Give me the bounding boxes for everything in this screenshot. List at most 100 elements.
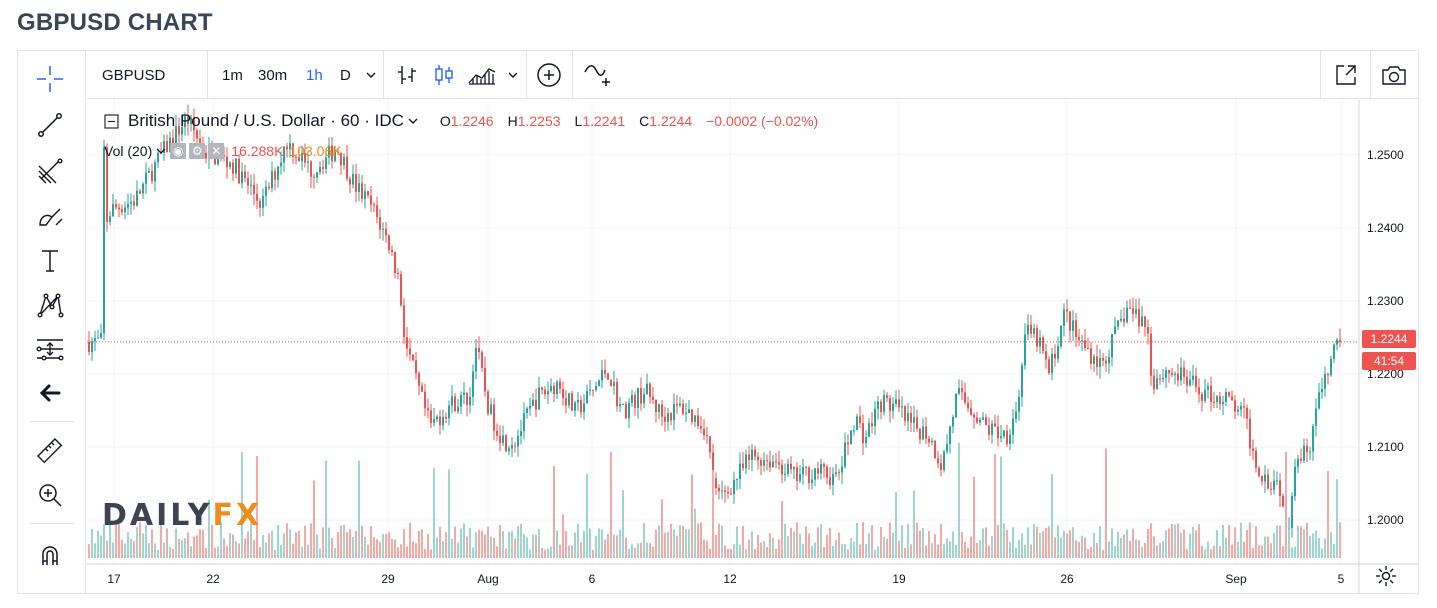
candle-body xyxy=(391,249,393,252)
candle-body xyxy=(298,157,300,162)
candle-body xyxy=(412,354,414,361)
volume-bar xyxy=(1168,528,1170,558)
volume-bar xyxy=(721,525,723,558)
candle-body xyxy=(1300,458,1302,461)
volume-label[interactable]: Vol (20) xyxy=(104,143,153,159)
candle-body xyxy=(1069,311,1071,331)
pattern-icon[interactable] xyxy=(34,289,66,321)
volume-bar xyxy=(442,541,444,558)
collapse-icon[interactable] xyxy=(104,113,119,129)
volume-bar xyxy=(1306,522,1308,558)
visibility-icon[interactable]: ◉ xyxy=(170,143,187,159)
interval-d[interactable]: D xyxy=(340,66,351,84)
back-arrow-icon[interactable] xyxy=(34,377,66,409)
volume-bar xyxy=(532,534,534,558)
volume-bar xyxy=(157,549,159,558)
magnet-icon[interactable] xyxy=(34,539,66,571)
candle-body xyxy=(1012,418,1014,435)
pitchfork-icon[interactable] xyxy=(34,155,66,187)
high-key: H xyxy=(507,113,518,129)
candle-body xyxy=(577,399,579,403)
volume-bar xyxy=(1066,533,1068,558)
symbol-search[interactable]: GBPUSD xyxy=(102,66,166,84)
volume-bar xyxy=(1000,456,1002,558)
volume-bar xyxy=(1078,541,1080,558)
ohlc-values: O1.2246 H1.2253 L1.2241 C1.2244 −0.0002 … xyxy=(440,113,818,129)
candle-body xyxy=(931,440,933,443)
candle-body xyxy=(868,423,870,437)
volume-bar xyxy=(511,530,513,558)
candle-body xyxy=(352,173,354,185)
volume-bar xyxy=(349,528,351,558)
volume-bar xyxy=(1234,527,1236,558)
candle-body xyxy=(1024,334,1026,366)
ruler-icon[interactable] xyxy=(34,435,66,467)
volume-bar xyxy=(1174,524,1176,558)
text-icon[interactable] xyxy=(34,245,66,277)
candle-body xyxy=(1117,320,1119,327)
volume-bar xyxy=(973,476,975,558)
candle-body xyxy=(127,203,129,208)
volume-bar xyxy=(988,545,990,558)
settings-icon[interactable]: ⚙ xyxy=(189,143,206,159)
candle-body xyxy=(691,409,693,422)
chevron-down-icon[interactable] xyxy=(156,147,166,155)
candle-body xyxy=(523,413,525,432)
volume-bar xyxy=(520,523,522,558)
volume-bar xyxy=(277,524,279,558)
volume-bar xyxy=(373,537,375,558)
volume-bar xyxy=(181,540,183,558)
indicators-icon[interactable] xyxy=(467,51,497,99)
volume-bar xyxy=(424,548,426,558)
interval-1h[interactable]: 1h xyxy=(306,66,323,84)
indicator-add-icon[interactable] xyxy=(583,51,613,99)
volume-bar xyxy=(817,527,819,558)
volume-bar xyxy=(352,537,354,558)
chevron-down-icon[interactable] xyxy=(365,51,377,99)
volume-bar xyxy=(1162,541,1164,558)
volume-bar xyxy=(589,528,591,558)
trend-line-icon[interactable] xyxy=(34,109,66,141)
forecast-icon[interactable] xyxy=(34,333,66,365)
candle-body xyxy=(718,488,720,492)
volume-bar xyxy=(925,545,927,558)
series-name[interactable]: British Pound / U.S. Dollar · 60 · IDC xyxy=(128,111,404,130)
bar-style-icon[interactable] xyxy=(395,51,419,99)
candle-body xyxy=(1093,356,1095,364)
candlestick-chart[interactable]: 1.2500 1.2400 1.2300 1.2200 1.2100 1.2000 17 22… xyxy=(87,100,1418,594)
candle-body xyxy=(1204,389,1206,401)
interval-30m[interactable]: 30m xyxy=(258,66,288,84)
candle-body xyxy=(937,458,939,464)
volume-bar xyxy=(1279,525,1281,558)
volume-bar xyxy=(1006,529,1008,558)
volume-bar xyxy=(934,534,936,558)
volume-bar xyxy=(820,524,822,558)
volume-bar xyxy=(598,528,600,558)
volume-bar xyxy=(1228,525,1230,558)
close-icon[interactable]: ✕ xyxy=(208,143,225,159)
candle-body xyxy=(145,172,147,184)
interval-1m[interactable]: 1m xyxy=(222,66,243,84)
volume-bar xyxy=(556,530,558,558)
chevron-down-icon[interactable] xyxy=(408,117,418,125)
candle-body xyxy=(121,209,123,213)
candle-style-icon[interactable] xyxy=(432,51,456,99)
volume-bar xyxy=(802,543,804,558)
camera-icon[interactable] xyxy=(1380,51,1408,99)
volume-bar xyxy=(460,528,462,558)
volume-bar xyxy=(451,538,453,558)
crosshair-icon[interactable] xyxy=(34,63,66,95)
candle-body xyxy=(874,408,876,427)
volume-bar xyxy=(355,531,357,558)
gear-icon[interactable] xyxy=(1375,565,1397,592)
volume-bar xyxy=(661,499,663,558)
popout-icon[interactable] xyxy=(1334,51,1358,99)
y-tick-label: 1.2400 xyxy=(1367,221,1404,235)
volume-bar xyxy=(148,543,150,558)
zoom-in-icon[interactable] xyxy=(34,479,66,511)
brush-icon[interactable] xyxy=(34,201,66,233)
chart-pane[interactable]: 1.2500 1.2400 1.2300 1.2200 1.2100 1.2000 17 22… xyxy=(87,100,1418,594)
candle-body xyxy=(397,272,399,275)
compare-add-icon[interactable] xyxy=(536,51,562,99)
chevron-down-icon[interactable] xyxy=(507,51,519,99)
